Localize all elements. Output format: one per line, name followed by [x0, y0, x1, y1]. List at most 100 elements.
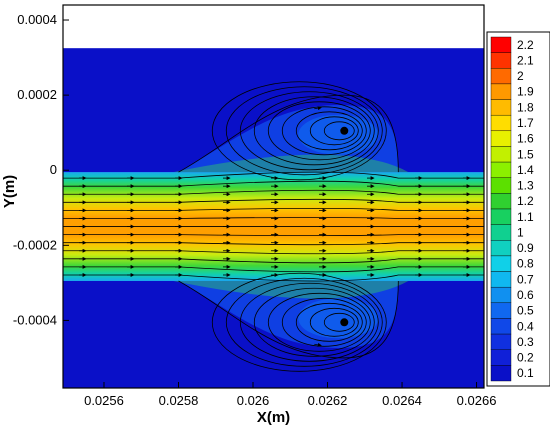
streamlines — [63, 81, 484, 372]
colorbar-label: 2.2 — [517, 38, 534, 52]
colorbar-label: 1.9 — [517, 85, 534, 99]
vortex-streamline — [267, 101, 371, 161]
colorbar-swatch — [490, 255, 512, 272]
vortex-streamline — [309, 116, 359, 146]
colorbar-swatch — [490, 161, 512, 178]
colorbar-swatch — [490, 68, 512, 85]
vortex-streamline — [281, 297, 367, 347]
vortex-streamline — [253, 287, 375, 357]
colorbar-swatch — [490, 286, 512, 304]
colorbar-swatch — [490, 208, 512, 225]
colorbar-label: 2.1 — [517, 53, 534, 67]
cavity-boundary-upper — [178, 94, 399, 173]
colorbar-swatch — [490, 146, 512, 163]
cavity-boundary-lower — [178, 280, 399, 359]
streamline — [63, 217, 484, 219]
axes — [62, 4, 485, 389]
colorbar-label: 1.8 — [517, 100, 534, 114]
y-axis-label: Y(m) — [1, 175, 18, 208]
colorbar-label: 1.1 — [517, 210, 534, 224]
colorbar-label: 0.4 — [517, 319, 534, 333]
colorbar-label: 0.3 — [517, 335, 534, 349]
vortex-streamline — [281, 106, 367, 156]
vortex-streamline — [323, 312, 355, 332]
vortex-streamline — [323, 121, 355, 141]
colorbar-label: 1.3 — [517, 179, 534, 193]
vortex-streamline — [239, 282, 379, 362]
colorbar-swatch — [490, 271, 512, 288]
streamline — [63, 234, 484, 237]
colorbar-label: 1.7 — [517, 116, 534, 130]
vortex-streamline — [225, 277, 383, 367]
vortex-streamline — [309, 307, 359, 337]
x-tick-label: 0.0262 — [308, 393, 348, 408]
vortex-streamline — [295, 111, 363, 151]
colorbar-swatch — [490, 36, 512, 53]
colorbar-label: 1.4 — [517, 163, 534, 177]
streamline — [63, 189, 484, 195]
colorbar-label: 1 — [517, 225, 524, 239]
colorbar-label: 0.1 — [517, 366, 534, 380]
vortex-arrow — [314, 106, 322, 111]
streamline — [63, 207, 484, 211]
colorbar-label: 1.6 — [517, 132, 534, 146]
colorbar-swatch — [490, 224, 512, 241]
colorbar-swatch — [490, 99, 512, 116]
vortex-arrow — [314, 342, 322, 347]
colorbar-label: 2 — [517, 69, 524, 83]
vortex-streamline — [267, 292, 371, 352]
colorbar-label: 0.7 — [517, 272, 534, 286]
colorbar-label: 0.9 — [517, 241, 534, 255]
x-tick-label: 0.0266 — [457, 393, 497, 408]
colorbar-swatch — [490, 52, 512, 69]
vortex-streamline — [211, 272, 387, 372]
y-tick-label: 0 — [50, 162, 57, 177]
colorbar-swatch — [490, 130, 512, 147]
y-axis-ticks: 0.0004 0.0002 0 -0.0002 -0.0004 — [13, 12, 69, 327]
x-axis-label: X(m) — [257, 409, 290, 426]
colorbar-swatch — [490, 302, 512, 319]
plot-frame — [62, 4, 485, 389]
x-tick-label: 0.026 — [237, 393, 270, 408]
x-tick-label: 0.0264 — [382, 393, 422, 408]
x-axis-ticks: 0.0256 0.0258 0.026 0.0262 0.0264 0.0266 — [84, 382, 496, 408]
colorbar-swatch — [490, 240, 512, 257]
streamline — [63, 242, 484, 246]
streamline — [63, 198, 484, 203]
colorbar-label: 0.8 — [517, 257, 534, 271]
colorbar-legend: 2.22.1 2 1.91.8 1.7 1.61.5 1.4 1.31.2 1.11 0.9 0.… — [486, 31, 550, 387]
streamline — [63, 250, 484, 255]
colorbar-swatch — [490, 177, 512, 194]
colorbar-label: 1.5 — [517, 147, 534, 161]
jet-spread-lower — [173, 280, 409, 299]
jet-spread-upper — [173, 154, 409, 173]
y-tick-label: 0.0004 — [17, 12, 57, 27]
streamline — [63, 274, 484, 282]
vortex-center — [340, 126, 349, 135]
colorbar-label: 0.5 — [517, 304, 534, 318]
vortex-streamline — [211, 81, 387, 181]
vortex-streamline — [295, 302, 363, 342]
vortex-streamline — [253, 96, 375, 166]
y-tick-label: 0.0002 — [17, 87, 57, 102]
vortex-streamline — [239, 91, 379, 171]
vortex-streamline — [225, 86, 383, 176]
streamline — [63, 258, 484, 264]
x-tick-label: 0.0258 — [159, 393, 199, 408]
colorbar-swatch — [490, 114, 512, 132]
streamline — [63, 266, 484, 273]
colorbar-swatch — [490, 318, 512, 335]
colorbar-swatch — [490, 193, 512, 210]
colorbar-label: 0.6 — [517, 288, 534, 302]
streamline — [63, 180, 484, 187]
colorbar-swatch — [490, 333, 512, 350]
colorbar-swatch — [490, 349, 512, 366]
streamline — [63, 171, 484, 179]
colorbar-swatch — [490, 365, 512, 382]
y-tick-label: -0.0002 — [13, 237, 57, 252]
x-tick-label: 0.0256 — [84, 393, 124, 408]
colorbar-label: 1.2 — [517, 194, 534, 208]
colorbar-swatch — [490, 83, 512, 100]
y-tick-label: -0.0004 — [13, 312, 57, 327]
